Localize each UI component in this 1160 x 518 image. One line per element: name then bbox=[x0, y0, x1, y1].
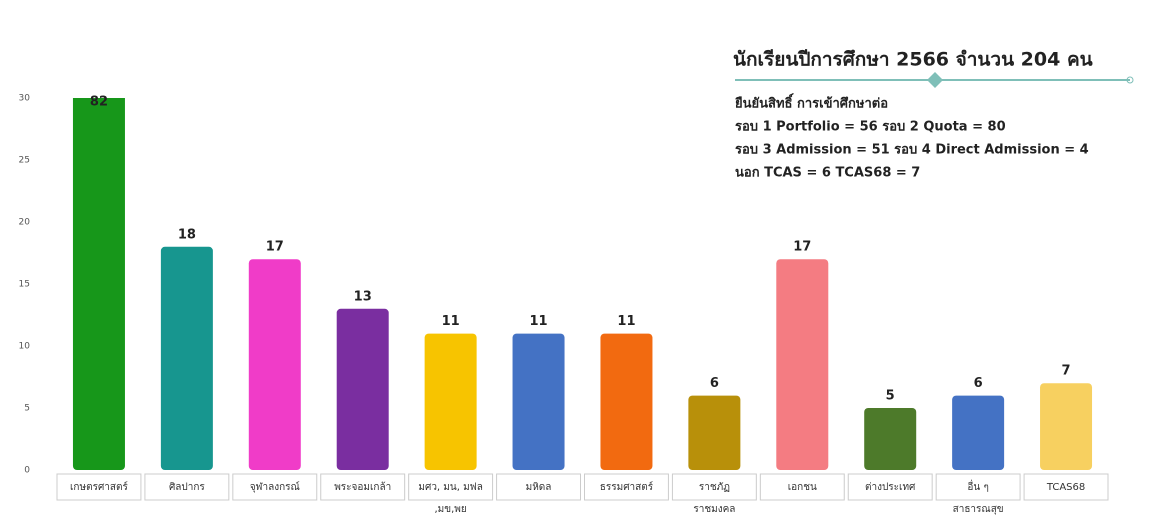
annotation: ยืนยันสิทธิ์ การเข้าศึกษาต่อ bbox=[735, 93, 888, 112]
y-tick-label: 25 bbox=[19, 156, 30, 166]
plot-area bbox=[72, 98, 1093, 470]
value-label: 7 bbox=[1062, 364, 1071, 379]
category-box bbox=[1023, 473, 1109, 501]
x-tick-label: พระจอมเกล้า bbox=[334, 481, 391, 493]
x-tick-label: เอกชน bbox=[788, 482, 817, 493]
y-tick-label: 10 bbox=[19, 342, 31, 352]
bar bbox=[248, 259, 301, 470]
y-tick-label: 15 bbox=[19, 280, 30, 290]
value-label: 13 bbox=[354, 289, 372, 304]
category-box bbox=[144, 473, 230, 501]
x-tick-label: TCAS68 bbox=[1046, 482, 1085, 493]
value-label: 82 bbox=[90, 95, 108, 110]
category-box bbox=[847, 473, 933, 501]
value-label: 11 bbox=[442, 314, 460, 329]
bar bbox=[512, 333, 565, 470]
bar bbox=[600, 333, 653, 470]
y-tick-label: 20 bbox=[19, 218, 31, 228]
bar bbox=[864, 408, 917, 470]
value-label: 11 bbox=[529, 314, 547, 329]
value-label: 5 bbox=[886, 389, 895, 404]
x-tick-label: ธรรมศาสตร์ bbox=[600, 481, 654, 493]
category-box bbox=[935, 473, 1021, 501]
category-box bbox=[759, 473, 845, 501]
x-tick-label: อื่น ๆสาธารณสุข bbox=[953, 479, 1004, 515]
bar bbox=[424, 333, 477, 470]
title-dot bbox=[1126, 76, 1134, 84]
chart-title: นักเรียนปีการศึกษา 2566 จำนวน 204 คน bbox=[733, 49, 1093, 71]
category-box bbox=[496, 473, 582, 501]
x-tick-label: ราชภัฏราชมงคล bbox=[693, 482, 735, 515]
value-label: 11 bbox=[617, 314, 635, 329]
y-tick-label: 0 bbox=[24, 466, 30, 476]
bar bbox=[952, 395, 1005, 470]
bar bbox=[160, 246, 213, 470]
y-tick-label: 30 bbox=[19, 94, 31, 104]
x-tick-label: มหิดล bbox=[526, 482, 552, 493]
bar bbox=[336, 308, 389, 470]
category-box bbox=[320, 473, 406, 501]
value-label: 17 bbox=[793, 240, 811, 255]
bar bbox=[72, 98, 125, 470]
category-box bbox=[232, 473, 318, 501]
bar bbox=[688, 395, 741, 470]
annotation: นอก TCAS = 6 TCAS68 = 7 bbox=[735, 166, 920, 181]
bar bbox=[776, 259, 829, 470]
x-tick-label: เกษตรศาสตร์ bbox=[70, 481, 128, 493]
category-box bbox=[56, 473, 142, 501]
x-tick-label: มศว, มน, มฟล,มข,พย bbox=[418, 482, 483, 515]
x-tick-label: ศิลปากร bbox=[169, 482, 205, 493]
value-label: 6 bbox=[974, 376, 983, 391]
y-tick-label: 5 bbox=[24, 404, 30, 414]
title-diamond bbox=[927, 72, 943, 88]
category-box bbox=[671, 473, 757, 501]
annotation: รอบ 1 Portfolio = 56 รอบ 2 Quota = 80 bbox=[735, 120, 1006, 135]
value-label: 6 bbox=[710, 376, 719, 391]
value-label: 18 bbox=[178, 227, 196, 242]
category-box bbox=[408, 473, 494, 501]
x-tick-label: ต่างประเทศ bbox=[865, 482, 916, 493]
x-tick-label: จุฬาลงกรณ์ bbox=[250, 481, 300, 493]
bar bbox=[1040, 383, 1093, 470]
value-label: 17 bbox=[266, 240, 284, 255]
category-box bbox=[584, 473, 669, 501]
annotation: รอบ 3 Admission = 51 รอบ 4 Direct Admiss… bbox=[735, 143, 1089, 158]
